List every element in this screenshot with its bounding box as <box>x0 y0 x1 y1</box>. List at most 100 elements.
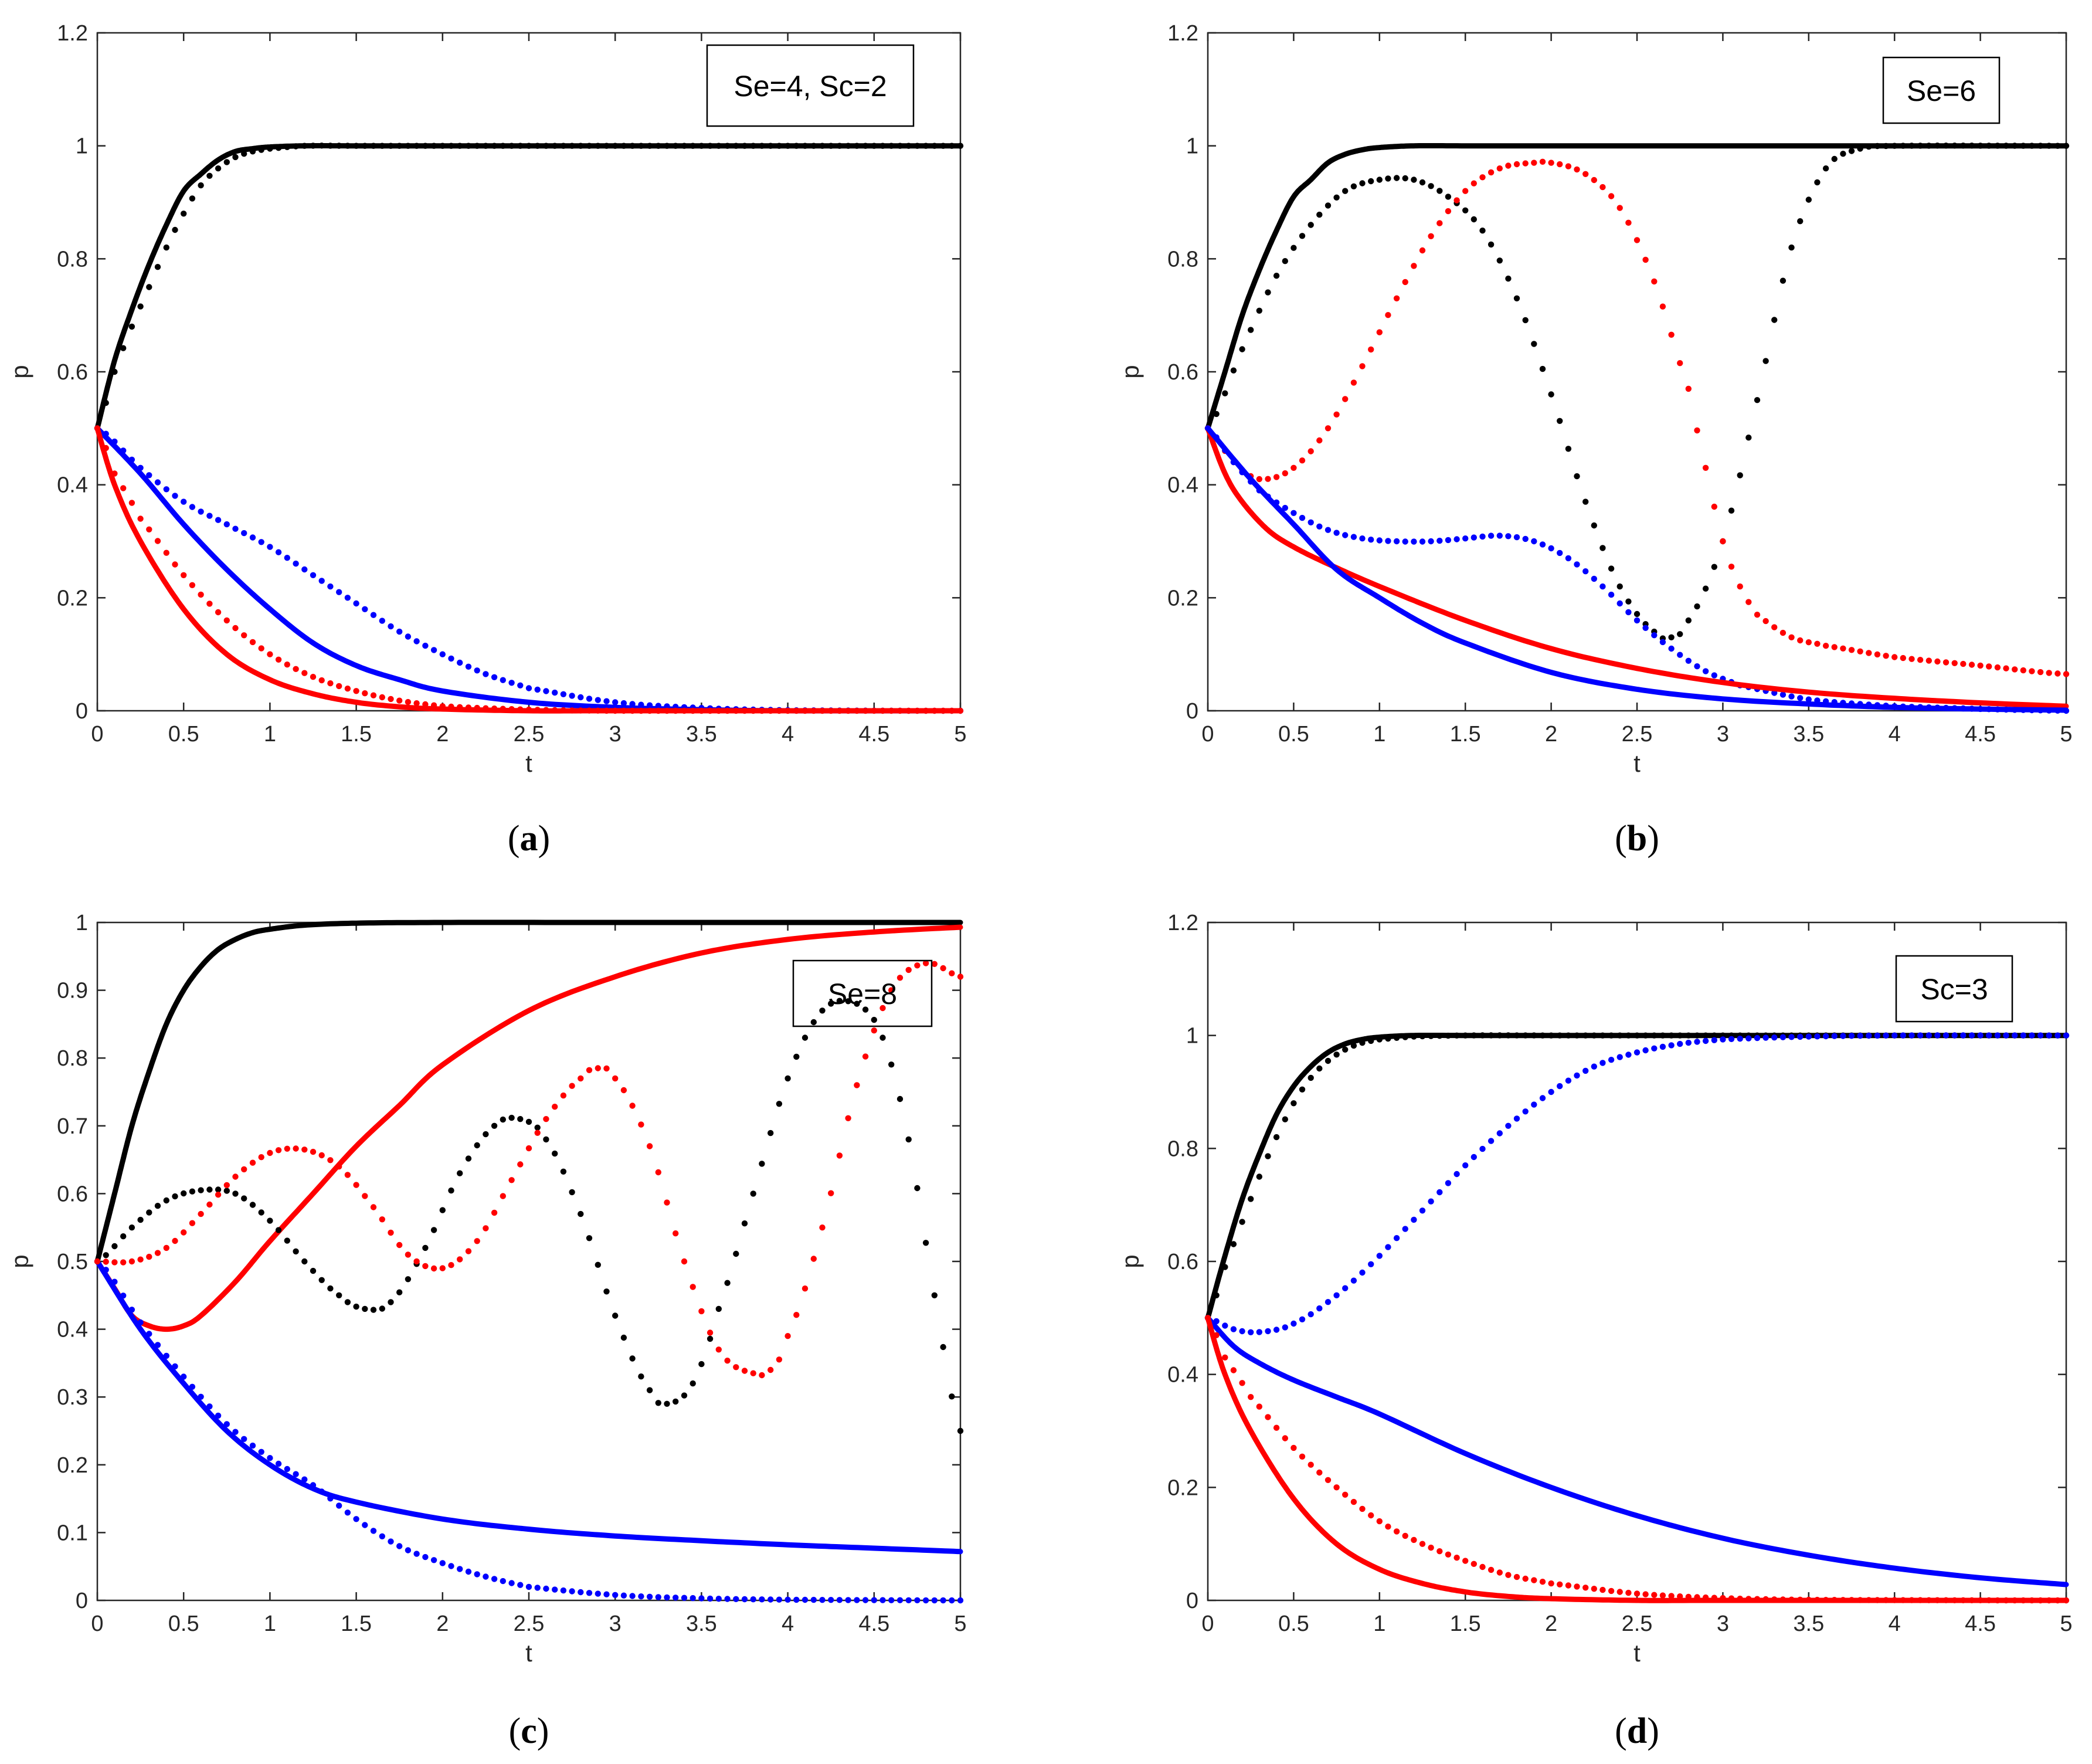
series-dot <box>1633 237 1641 243</box>
series-dot <box>940 1597 946 1604</box>
series-dot <box>543 688 549 694</box>
series-dot <box>2063 671 2070 677</box>
series-dot <box>284 144 290 150</box>
series-dot <box>1677 1032 1683 1039</box>
series-dot <box>2020 1032 2026 1039</box>
series-dot <box>370 1204 377 1210</box>
series-dot <box>353 1182 359 1188</box>
series-dot <box>1496 1569 1503 1576</box>
series-dot <box>655 1400 662 1406</box>
series-dot <box>1711 1032 1717 1039</box>
series-dot <box>1282 470 1288 477</box>
series-dot <box>1393 1235 1400 1241</box>
series-dot <box>1316 437 1323 444</box>
x-tick-label: 4 <box>782 1612 794 1636</box>
series-dot <box>922 143 929 149</box>
series-dot <box>534 707 541 713</box>
series-dot <box>1968 143 1975 149</box>
series-dot <box>1574 561 1580 568</box>
series-dot <box>413 1551 420 1557</box>
series-dot <box>1788 634 1795 641</box>
series-dot <box>1273 1424 1280 1431</box>
series-dot <box>560 1168 567 1175</box>
series-dot <box>1942 1032 1950 1039</box>
series-dot <box>1308 222 1314 228</box>
series-dot <box>198 182 204 189</box>
series-dot <box>1531 1101 1537 1108</box>
series-dot <box>569 693 575 699</box>
series-dot <box>258 1154 264 1161</box>
series-dot <box>1513 1032 1520 1039</box>
series-dot <box>1711 503 1717 510</box>
series-dot <box>776 707 783 714</box>
y-tick-label: 1.2 <box>1167 21 1198 46</box>
series-dot <box>1608 193 1615 199</box>
series-dot <box>1393 175 1400 181</box>
series-dot <box>784 1596 791 1603</box>
series-dot <box>388 143 394 149</box>
series-dot <box>1651 278 1658 285</box>
series-dot <box>1290 1100 1297 1107</box>
series-dot <box>543 1585 549 1592</box>
series-dot <box>525 685 532 691</box>
series-dot <box>1539 541 1546 548</box>
series-dot <box>448 1563 454 1569</box>
series-dot <box>181 1229 187 1236</box>
series-dot <box>318 677 325 684</box>
series-dot <box>457 143 463 149</box>
series-dot <box>120 485 127 491</box>
x-tick-label: 0.5 <box>1278 1612 1309 1636</box>
series-dot <box>396 143 403 149</box>
series-dot <box>1857 145 1863 152</box>
series-group <box>1204 1032 2070 1604</box>
series-dot <box>793 707 800 714</box>
series-dot <box>1539 365 1546 372</box>
series-dot <box>1874 1597 1881 1603</box>
series-dot <box>181 1190 187 1197</box>
series-dot <box>1668 331 1675 338</box>
legend-label: Sc=3 <box>1920 973 1988 1006</box>
legend-box: Se=6 <box>1882 56 2001 124</box>
series-dot <box>120 447 127 454</box>
series-dot <box>189 1383 196 1390</box>
series-dot <box>1925 1597 1932 1603</box>
series-dot <box>552 707 558 714</box>
series-dot <box>655 703 662 709</box>
series-dot <box>1299 1316 1306 1322</box>
series-dot <box>310 1482 317 1488</box>
series-dot <box>241 1436 247 1442</box>
series-dot <box>914 1185 921 1192</box>
series-dot <box>1942 1597 1950 1603</box>
series-dot <box>715 707 722 714</box>
series-dot <box>1248 1196 1254 1202</box>
series-dot <box>258 1448 264 1455</box>
series-dot <box>465 143 472 149</box>
series-dot <box>370 612 377 618</box>
series-dot <box>405 633 412 640</box>
series-dot <box>215 609 222 616</box>
series-dot <box>163 244 169 251</box>
series-dot <box>1376 177 1383 183</box>
series-dot <box>198 508 204 515</box>
series-dot <box>862 1597 869 1603</box>
series-dot <box>353 1303 359 1310</box>
series-dot <box>1256 307 1262 314</box>
series-dot <box>1462 207 1469 213</box>
x-tick-label: 3 <box>1717 722 1729 747</box>
series-dot <box>362 1305 368 1312</box>
series-dot <box>1960 660 1967 667</box>
series-dot <box>940 1344 946 1351</box>
series-dot <box>1951 143 1958 149</box>
series-dot <box>1900 654 1906 662</box>
series-dot <box>1582 568 1589 575</box>
series-line-blue-solid <box>1205 425 2069 713</box>
series-dot <box>750 1596 756 1603</box>
series-dot <box>189 1188 196 1195</box>
series-dot <box>379 143 385 149</box>
series-dot <box>578 1589 584 1596</box>
series-dot <box>1874 651 1881 658</box>
series-dot <box>836 143 843 149</box>
series-dot <box>1445 1032 1452 1039</box>
series-dot <box>1522 1108 1529 1115</box>
series-dot <box>1325 202 1332 209</box>
